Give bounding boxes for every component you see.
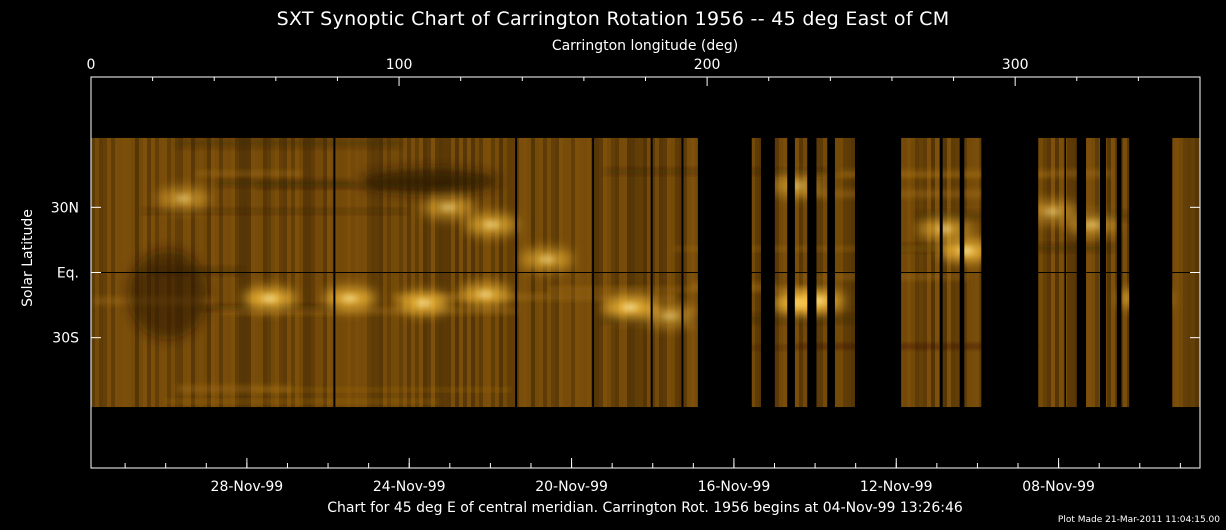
top-tick-label: 300 [1002, 57, 1029, 73]
chart-caption: Chart for 45 deg E of central meridian. … [327, 500, 963, 516]
top-axis-label: Carrington longitude (deg) [551, 38, 739, 54]
chart-ticks: 0 100 200 300 30N Eq. 30S 28-Nov-99 24-Nov-99 20-… [51, 57, 1201, 495]
streak [604, 168, 832, 174]
streak [797, 343, 1038, 347]
dark-region [359, 169, 500, 194]
bright-core [810, 296, 827, 305]
synoptic-image [91, 137, 1201, 408]
streak [815, 173, 1050, 177]
streak [142, 209, 407, 214]
bright-core [477, 290, 494, 299]
streak [691, 282, 777, 289]
streak [164, 399, 440, 404]
streak [392, 294, 677, 300]
bright-core [261, 294, 278, 303]
left-tick-label: 30N [51, 200, 79, 216]
bright-core [957, 246, 974, 255]
bright-core [936, 225, 953, 234]
bottom-tick-label: 16-Nov-99 [698, 479, 771, 495]
bright-core [788, 181, 805, 190]
plot-made-stamp: Plot Made 21-Mar-2011 11:04:15.00 [1057, 515, 1220, 525]
bright-core [1084, 220, 1101, 229]
bright-core [440, 203, 457, 212]
bottom-tick-label: 28-Nov-99 [211, 479, 284, 495]
streak [790, 190, 1037, 198]
bright-core [1044, 207, 1061, 216]
streak [254, 388, 512, 392]
bright-core [341, 294, 358, 303]
streak [215, 179, 353, 187]
bright-core [483, 220, 500, 229]
streak [840, 169, 1111, 177]
bright-core [538, 255, 555, 264]
streak [744, 345, 985, 350]
bright-core [662, 311, 679, 320]
bottom-tick-label: 24-Nov-99 [373, 479, 446, 495]
dark-region [128, 249, 209, 340]
left-tick-label: 30S [52, 331, 79, 347]
bright-core [1136, 294, 1153, 303]
streak [548, 287, 807, 292]
left-tick-label: Eq. [57, 266, 79, 282]
streak [799, 273, 969, 280]
bottom-tick-label: 08-Nov-99 [1022, 479, 1095, 495]
top-tick-label: 0 [87, 57, 96, 73]
bright-core [175, 194, 192, 203]
streak [176, 385, 292, 393]
top-tick-label: 100 [386, 57, 413, 73]
top-tick-label: 200 [694, 57, 721, 73]
bright-core [415, 298, 432, 307]
bright-region [1118, 287, 1171, 310]
streak [220, 308, 518, 314]
bright-core [622, 303, 639, 312]
streak [176, 139, 402, 148]
bottom-tick-label: 12-Nov-99 [860, 479, 933, 495]
chart-title: SXT Synoptic Chart of Carrington Rotatio… [276, 8, 950, 30]
bottom-tick-label: 20-Nov-99 [535, 479, 608, 495]
streak [674, 246, 962, 251]
streak [195, 171, 302, 177]
